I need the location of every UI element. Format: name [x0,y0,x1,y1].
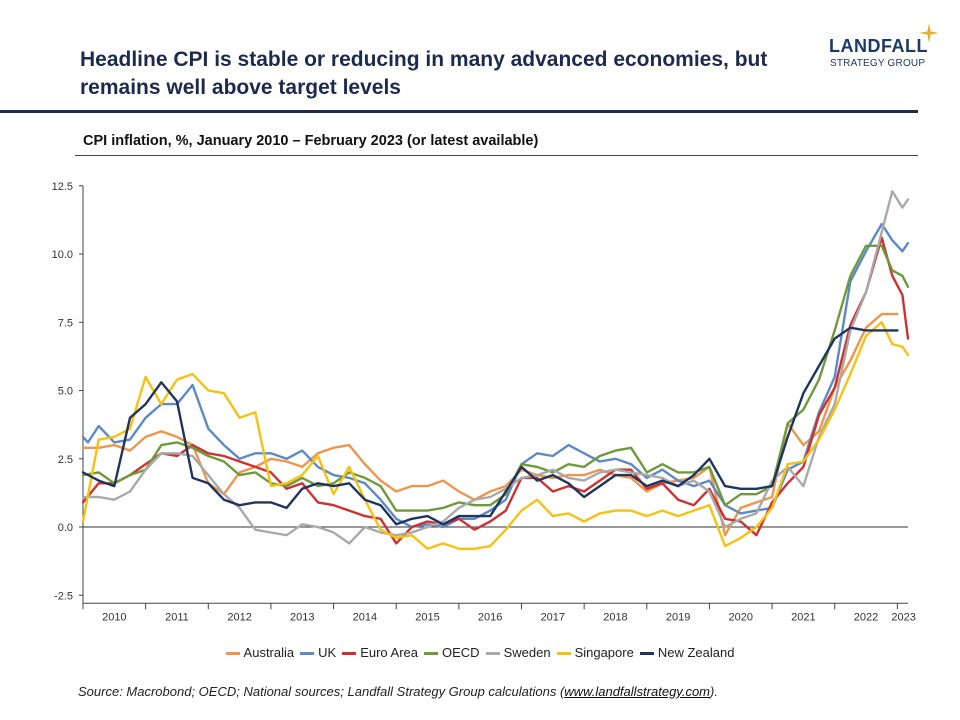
x-tick-label: 2015 [415,611,439,623]
source-prefix: Source: Macrobond; OECD; National source… [78,684,565,699]
chart-subtitle: CPI inflation, %, January 2010 – Februar… [83,133,539,149]
source-note: Source: Macrobond; OECD; National source… [78,684,718,699]
legend-item: UK [300,645,336,660]
legend-label: UK [318,645,337,660]
legend-swatch [639,652,654,656]
legend-label: Sweden [503,645,551,660]
legend-swatch [342,652,357,656]
legend-label: Australia [243,645,295,660]
legend-label: Euro Area [360,645,419,660]
series-line-euro-area [81,236,910,545]
x-tick-label: 2018 [603,611,627,623]
subtitle-rule [75,155,918,156]
y-tick-label: 2.5 [58,454,73,466]
x-tick-label: 2017 [541,611,565,623]
headline: Headline CPI is stable or reducing in ma… [80,48,768,99]
y-tick-label: 5.0 [58,386,73,398]
chart-legend: Australia UK Euro Area OECD Sweden Singapore N… [0,645,960,660]
x-tick-label: 2011 [165,611,189,623]
legend-label: Singapore [574,645,634,660]
source-link[interactable]: www.landfallstrategy.com [564,684,711,699]
logo-name: LANDFALL [829,36,928,56]
x-tick-label: 2020 [729,611,753,623]
source-suffix: ). [710,684,718,699]
legend-item: New Zealand [639,645,735,660]
x-tick-label: 2021 [791,611,815,623]
y-tick-label: -2.5 [54,590,73,602]
legend-item: OECD [424,645,480,660]
y-tick-label: 12.5 [52,181,73,193]
x-tick-label: 2013 [290,611,314,623]
legend-swatch [225,652,240,656]
legend-label: New Zealand [657,645,735,660]
x-tick-label: 2023 [891,611,915,623]
y-tick-label: 7.5 [58,317,73,329]
legend-item: Singapore [556,645,634,660]
x-tick-label: 2010 [102,611,126,623]
series-line-new-zealand [81,326,899,526]
landfall-logo: LANDFALL STRATEGY GROUP [818,23,948,80]
x-tick-label: 2012 [227,611,251,623]
legend-item: Sweden [485,645,551,660]
x-tick-label: 2014 [353,611,377,623]
legend-swatch [300,652,315,656]
x-tick-label: 2022 [854,611,878,623]
series-line-singapore [81,321,910,550]
legend-item: Australia [225,645,295,660]
star-icon [919,23,939,43]
logo-subtitle: STRATEGY GROUP [830,58,926,69]
x-tick-label: 2019 [666,611,690,623]
header-rule [0,110,918,113]
legend-item: Euro Area [342,645,418,660]
x-tick-label: 2016 [478,611,502,623]
legend-swatch [485,652,500,656]
legend-swatch [424,652,439,656]
legend-label: OECD [442,645,480,660]
y-tick-label: 0.0 [58,522,73,534]
series-line-oecd [81,244,910,512]
y-tick-label: 10.0 [52,249,73,261]
legend-swatch [556,652,571,656]
cpi-line-chart: -2.5 0.0 2.5 5.0 7.5 10.0 12.5 2010 2011 2012 2013… [52,181,916,624]
